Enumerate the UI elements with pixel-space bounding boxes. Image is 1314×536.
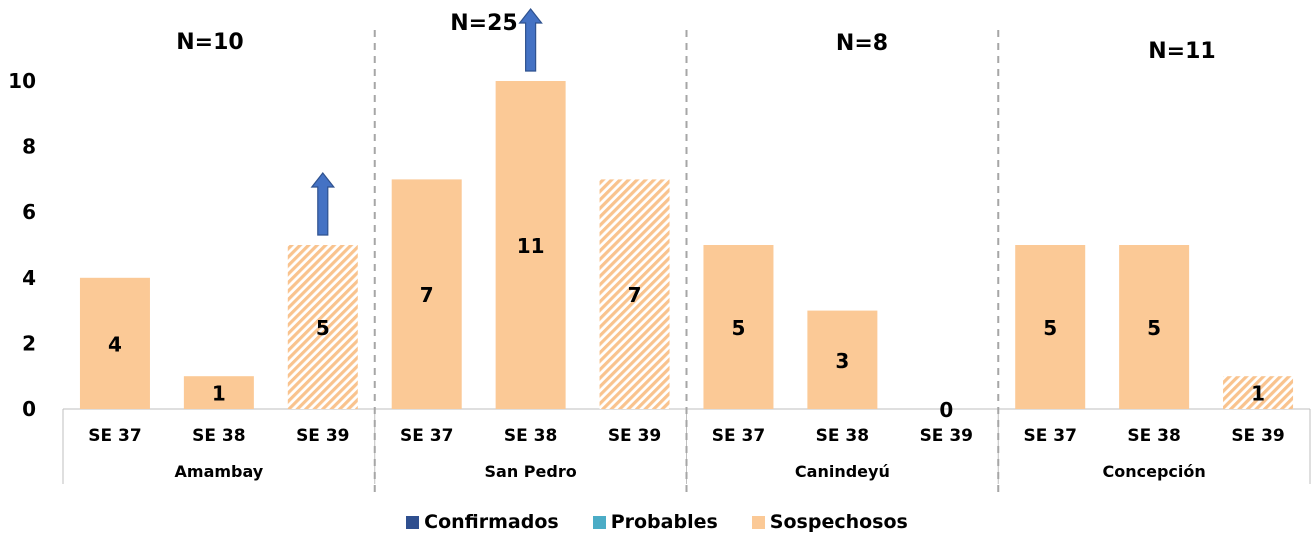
bar-sospechosos bbox=[1223, 376, 1294, 409]
group-label: Amambay bbox=[175, 462, 264, 481]
bar-sospechosos bbox=[495, 81, 566, 409]
legend-label-probables: Probables bbox=[610, 511, 718, 533]
bar-data-label: 5 bbox=[1043, 316, 1057, 340]
bar-sospechosos bbox=[287, 245, 358, 409]
x-tick-label: SE 38 bbox=[192, 426, 245, 446]
legend-label-confirmados: Confirmados bbox=[424, 511, 559, 533]
bar-sospechosos bbox=[183, 376, 254, 409]
x-tick-label: SE 38 bbox=[816, 426, 869, 446]
group-label: Concepción bbox=[1102, 462, 1205, 481]
up-arrow-icon bbox=[518, 8, 543, 72]
bar-sospechosos bbox=[807, 310, 878, 409]
chart-legend: Confirmados Probables Sospechosos bbox=[0, 511, 1314, 533]
legend-item-confirmados: Confirmados bbox=[406, 511, 559, 533]
bar-data-label: 4 bbox=[108, 332, 122, 356]
bar-data-label: 5 bbox=[316, 316, 330, 340]
bar-data-label: 0 bbox=[939, 398, 953, 422]
bar-sospechosos bbox=[391, 179, 462, 409]
legend-swatch-sospechosos bbox=[751, 515, 765, 529]
x-tick-label: SE 39 bbox=[608, 426, 661, 446]
bar-sospechosos bbox=[1015, 245, 1086, 409]
bar-data-label: 1 bbox=[212, 382, 226, 406]
x-tick-label: SE 37 bbox=[712, 426, 765, 446]
y-tick-label: 4 bbox=[22, 266, 36, 290]
bar-data-label: 5 bbox=[731, 316, 745, 340]
y-tick-label: 6 bbox=[22, 200, 36, 224]
bar-sospechosos bbox=[1119, 245, 1190, 409]
legend-swatch-confirmados bbox=[406, 515, 420, 529]
x-tick-label: SE 39 bbox=[1231, 426, 1284, 446]
bar-sospechosos bbox=[79, 277, 150, 409]
bar-data-label: 3 bbox=[835, 349, 849, 373]
x-tick-label: SE 39 bbox=[920, 426, 973, 446]
x-tick-label: SE 38 bbox=[1127, 426, 1180, 446]
bar-data-label: 7 bbox=[420, 283, 434, 307]
bar-data-label: 1 bbox=[1251, 382, 1265, 406]
group-label: San Pedro bbox=[485, 462, 577, 481]
x-tick-label: SE 37 bbox=[88, 426, 141, 446]
bar-data-label: 7 bbox=[628, 283, 642, 307]
x-tick-label: SE 37 bbox=[1023, 426, 1076, 446]
y-tick-label: 0 bbox=[22, 397, 36, 421]
up-arrow-icon bbox=[310, 172, 336, 236]
legend-item-sospechosos: Sospechosos bbox=[751, 511, 908, 533]
x-tick-label: SE 37 bbox=[400, 426, 453, 446]
x-tick-label: SE 39 bbox=[296, 426, 349, 446]
bar-sospechosos bbox=[599, 179, 670, 409]
bar-data-label: 5 bbox=[1147, 316, 1161, 340]
group-label: Canindeyú bbox=[795, 462, 890, 481]
x-tick-label: SE 38 bbox=[504, 426, 557, 446]
group-n-label: N=11 bbox=[1148, 39, 1215, 64]
y-tick-label: 8 bbox=[22, 135, 36, 159]
legend-swatch-probables bbox=[592, 515, 606, 529]
y-tick-label: 10 bbox=[8, 69, 36, 93]
legend-label-sospechosos: Sospechosos bbox=[769, 511, 908, 533]
bar-sospechosos bbox=[703, 245, 774, 409]
group-n-label: N=10 bbox=[176, 30, 243, 55]
legend-item-probables: Probables bbox=[592, 511, 718, 533]
group-n-label: N=25 bbox=[450, 11, 517, 36]
bar-data-label: 11 bbox=[517, 234, 545, 258]
y-tick-label: 2 bbox=[22, 331, 36, 355]
group-n-label: N=8 bbox=[836, 31, 888, 56]
